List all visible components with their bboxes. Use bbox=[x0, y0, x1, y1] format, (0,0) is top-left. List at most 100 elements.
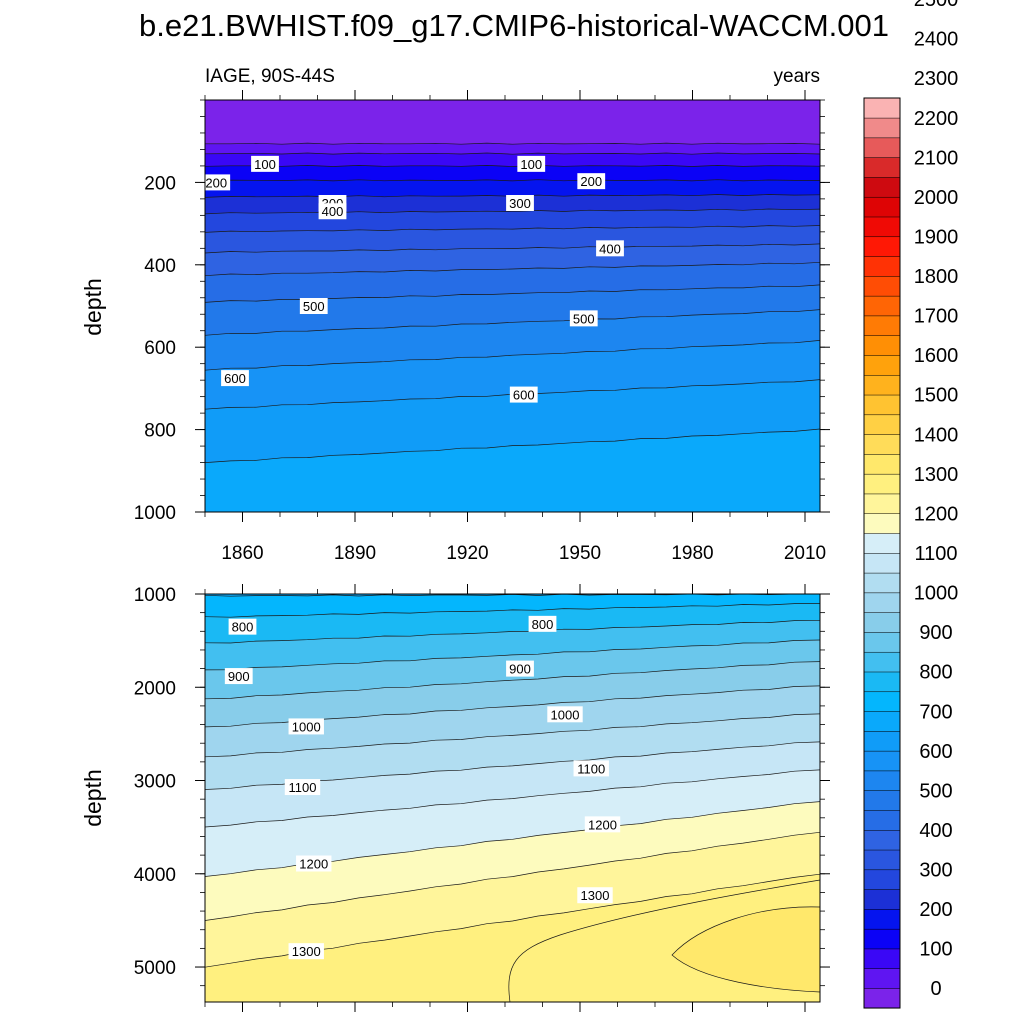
contour-label-text: 900 bbox=[509, 662, 531, 677]
colorbar-swatch bbox=[863, 987, 901, 1009]
contour-label: 1200 bbox=[296, 855, 332, 872]
contour-label-box bbox=[251, 155, 279, 172]
colorbar-swatch bbox=[863, 157, 901, 178]
contour-label-box bbox=[221, 370, 249, 387]
contour-label-box bbox=[288, 718, 324, 735]
colorbar-label: 2500 bbox=[914, 0, 959, 11]
contour-label-box bbox=[224, 668, 253, 685]
xtick-label: 1980 bbox=[671, 543, 713, 564]
contour-line bbox=[204, 179, 821, 182]
colorbar: 0 100 200 300 400 500 600 700 800 900 1000 1100 1200… bbox=[863, 0, 959, 1009]
colorbar-swatch bbox=[863, 948, 901, 969]
ytick-label: 3000 bbox=[134, 772, 176, 793]
colorbar-label: 1200 bbox=[914, 503, 959, 525]
contour-label: 800 bbox=[528, 615, 557, 632]
contour-label-box bbox=[318, 203, 347, 220]
colorbar-swatch bbox=[863, 928, 901, 950]
colorbar-swatch bbox=[863, 750, 901, 772]
colorbar-label: 2000 bbox=[914, 187, 959, 209]
contour-line bbox=[204, 639, 821, 671]
contour-line bbox=[204, 261, 821, 277]
panel-lower-fill bbox=[205, 594, 821, 1003]
contour-label-text: 600 bbox=[513, 388, 535, 403]
colorbar-swatch bbox=[863, 631, 901, 653]
contour-line bbox=[204, 340, 821, 371]
contour-label: 100 bbox=[517, 155, 546, 172]
colorbar-swatch bbox=[863, 829, 901, 851]
contour-label-box bbox=[584, 816, 621, 833]
contour-label-text: 1100 bbox=[289, 780, 317, 795]
colorbar-swatch bbox=[863, 216, 901, 238]
contour-line bbox=[204, 619, 821, 644]
contour-label-box bbox=[577, 887, 613, 904]
contour-line bbox=[204, 152, 821, 155]
contour-label-text: 300 bbox=[509, 196, 531, 211]
chart-title: b.e21.BWHIST.f09_g17.CMIP6-historical-WA… bbox=[139, 8, 889, 43]
colorbar-swatch bbox=[863, 809, 901, 831]
colorbar-swatch bbox=[863, 651, 901, 673]
contour-label: 1000 bbox=[288, 718, 324, 735]
colorbar-label: 600 bbox=[919, 741, 952, 763]
contour-label-text: 1100 bbox=[577, 761, 605, 776]
xtick-label: 1950 bbox=[559, 543, 601, 564]
colorbar-swatch bbox=[863, 711, 901, 732]
colorbar-label: 2300 bbox=[914, 68, 959, 90]
contour-label-box bbox=[573, 760, 609, 777]
colorbar-label: 400 bbox=[919, 820, 952, 842]
contour-label: 1000 bbox=[547, 706, 583, 723]
contour-label-box bbox=[569, 310, 598, 327]
contour-label: 200 bbox=[202, 174, 231, 191]
colorbar-swatch bbox=[863, 394, 901, 416]
colorbar-label: 2200 bbox=[914, 108, 959, 130]
contour-label: 1300 bbox=[577, 887, 613, 904]
colorbar-swatch bbox=[863, 275, 901, 297]
colorbar-label: 500 bbox=[919, 780, 952, 802]
contour-label-text: 900 bbox=[228, 669, 250, 684]
colorbar-swatch bbox=[863, 790, 901, 811]
contour-line bbox=[204, 769, 821, 828]
contour-label-box bbox=[202, 174, 231, 191]
contour-label-box bbox=[596, 240, 624, 257]
contour-label: 1200 bbox=[584, 816, 621, 833]
colorbar-swatch bbox=[863, 889, 901, 910]
ytick-label: 600 bbox=[144, 338, 176, 359]
panel-upper-ylabel: depth bbox=[80, 278, 106, 336]
colorbar-swatch bbox=[863, 335, 901, 356]
colorbar-swatch bbox=[863, 572, 901, 594]
colorbar-label: 1000 bbox=[914, 583, 959, 605]
colorbar-swatch bbox=[863, 374, 901, 396]
xtick-label: 2010 bbox=[784, 543, 826, 564]
contour-label-box bbox=[296, 855, 332, 872]
contour-label-box bbox=[506, 660, 534, 677]
contour-label: 800 bbox=[228, 618, 257, 635]
panel-upper-subtitle-right: years bbox=[774, 66, 820, 87]
ytick-label: 5000 bbox=[134, 958, 176, 979]
contour-label-text: 1300 bbox=[292, 944, 321, 959]
panel-upper-frame bbox=[204, 99, 821, 513]
contour-label-box bbox=[517, 155, 546, 172]
panel-upper-fill bbox=[205, 100, 820, 512]
contour-label-text: 600 bbox=[224, 371, 246, 386]
colorbar-swatch bbox=[863, 473, 901, 495]
contour-line bbox=[204, 243, 821, 254]
panel-lower-ylabel: depth bbox=[80, 769, 106, 827]
contour-label: 600 bbox=[509, 386, 538, 403]
contour-label: 900 bbox=[506, 660, 534, 677]
contour-label: 900 bbox=[224, 668, 253, 685]
colorbar-label: 1900 bbox=[914, 226, 959, 248]
colorbar-swatch bbox=[863, 453, 901, 475]
contour-label-box bbox=[299, 298, 328, 314]
colorbar-swatch bbox=[863, 770, 901, 791]
colorbar-swatch bbox=[863, 612, 901, 633]
panel-lower-frame bbox=[204, 593, 821, 1003]
colorbar-label: 1800 bbox=[914, 266, 959, 288]
contour-label-box bbox=[288, 943, 324, 960]
colorbar-swatch bbox=[863, 137, 901, 158]
contour-label-box bbox=[547, 706, 583, 723]
contour-label: 100 bbox=[251, 155, 279, 172]
colorbar-label: 1100 bbox=[914, 543, 957, 565]
contour-label: 1100 bbox=[573, 760, 609, 777]
colorbar-swatch bbox=[863, 592, 901, 613]
colorbar-label: 1600 bbox=[914, 345, 959, 367]
contour-label: 1300 bbox=[288, 943, 324, 960]
